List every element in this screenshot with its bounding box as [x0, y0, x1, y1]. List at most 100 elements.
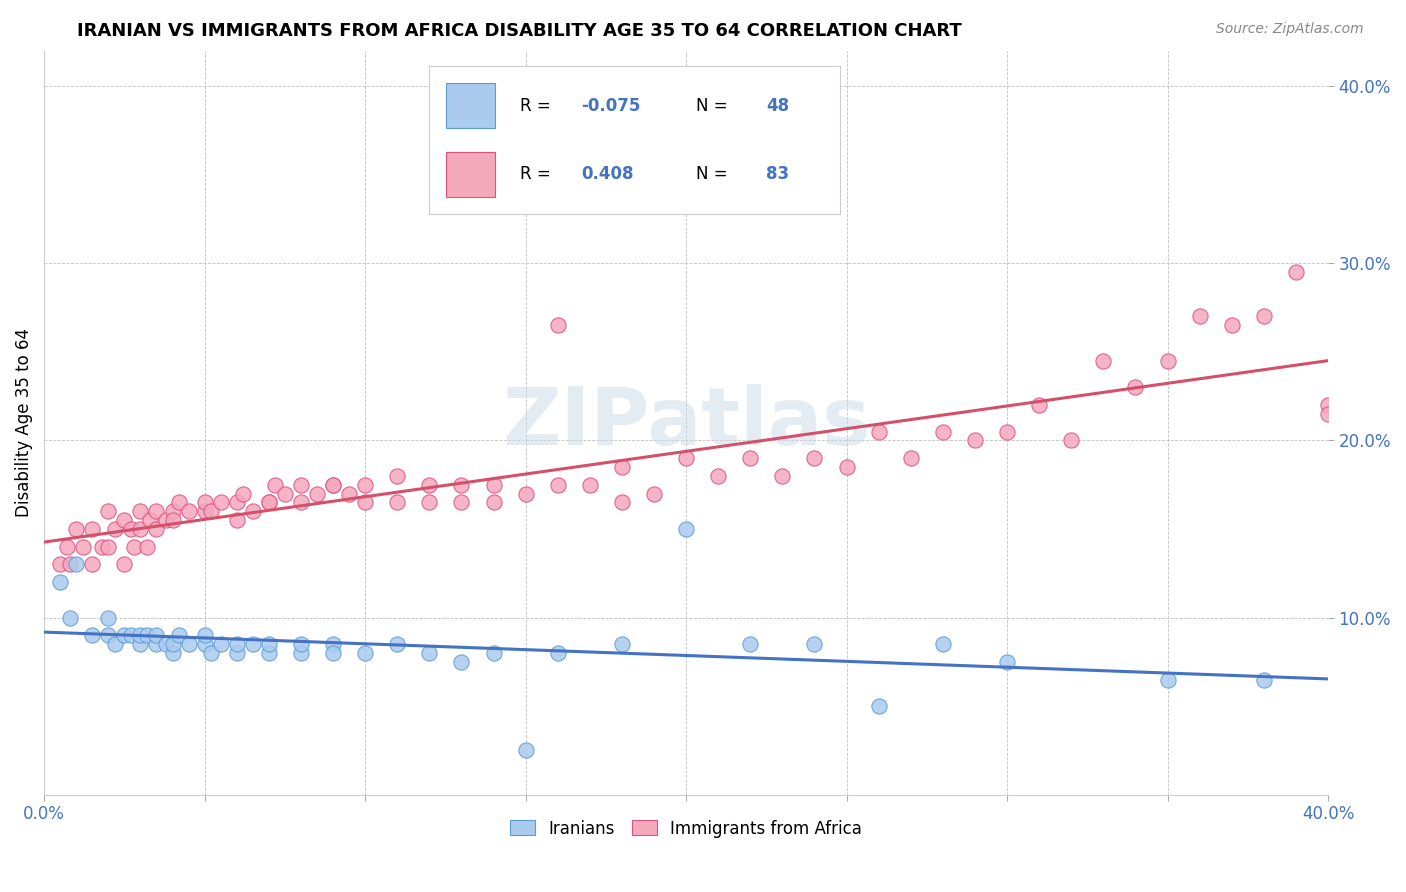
Point	[112, 558, 135, 572]
Point	[264, 477, 287, 491]
Point	[387, 495, 409, 509]
Point	[167, 628, 190, 642]
Point	[1028, 398, 1050, 412]
Point	[578, 477, 600, 491]
Point	[90, 540, 112, 554]
Point	[162, 504, 184, 518]
Point	[418, 495, 440, 509]
Point	[257, 646, 280, 660]
Point	[932, 425, 955, 439]
Point	[257, 495, 280, 509]
Point	[194, 628, 217, 642]
Point	[1125, 380, 1147, 394]
Point	[104, 522, 127, 536]
Point	[72, 540, 94, 554]
Point	[305, 486, 328, 500]
Point	[610, 460, 633, 475]
Point	[482, 495, 505, 509]
Point	[1156, 353, 1178, 368]
Point	[354, 495, 377, 509]
Point	[155, 637, 177, 651]
Point	[1253, 673, 1275, 687]
Point	[322, 477, 344, 491]
Point	[104, 637, 127, 651]
Point	[387, 468, 409, 483]
Point	[1253, 310, 1275, 324]
Point	[482, 477, 505, 491]
Point	[1060, 434, 1083, 448]
Point	[675, 451, 697, 466]
Point	[225, 513, 247, 527]
Point	[97, 628, 120, 642]
Point	[482, 646, 505, 660]
Point	[418, 477, 440, 491]
Y-axis label: Disability Age 35 to 64: Disability Age 35 to 64	[15, 328, 32, 517]
Text: IRANIAN VS IMMIGRANTS FROM AFRICA DISABILITY AGE 35 TO 64 CORRELATION CHART: IRANIAN VS IMMIGRANTS FROM AFRICA DISABI…	[77, 22, 962, 40]
Point	[274, 486, 297, 500]
Point	[868, 425, 890, 439]
Point	[354, 477, 377, 491]
Point	[418, 646, 440, 660]
Point	[82, 522, 104, 536]
Point	[155, 513, 177, 527]
Point	[225, 646, 247, 660]
Point	[145, 628, 167, 642]
Point	[387, 637, 409, 651]
Point	[707, 468, 730, 483]
Point	[740, 637, 762, 651]
Point	[209, 495, 232, 509]
Point	[97, 540, 120, 554]
Point	[803, 451, 825, 466]
Point	[49, 575, 72, 590]
Point	[1285, 265, 1308, 279]
Point	[515, 743, 537, 757]
Point	[167, 495, 190, 509]
Point	[1220, 318, 1243, 333]
Point	[97, 610, 120, 624]
Point	[225, 495, 247, 509]
Point	[242, 637, 264, 651]
Point	[450, 477, 472, 491]
Point	[177, 637, 200, 651]
Point	[290, 637, 312, 651]
Legend: Iranians, Immigrants from Africa: Iranians, Immigrants from Africa	[502, 811, 870, 846]
Point	[835, 460, 858, 475]
Point	[59, 610, 82, 624]
Point	[162, 646, 184, 660]
Point	[643, 486, 665, 500]
Point	[194, 495, 217, 509]
Point	[129, 504, 152, 518]
Point	[257, 495, 280, 509]
Point	[82, 558, 104, 572]
Point	[145, 504, 167, 518]
Point	[129, 522, 152, 536]
Point	[450, 495, 472, 509]
Point	[354, 646, 377, 660]
Point	[868, 699, 890, 714]
Point	[120, 628, 142, 642]
Point	[290, 477, 312, 491]
Point	[547, 477, 569, 491]
Point	[450, 655, 472, 669]
Point	[547, 318, 569, 333]
Point	[145, 637, 167, 651]
Point	[1317, 398, 1340, 412]
Point	[290, 646, 312, 660]
Point	[122, 540, 145, 554]
Point	[162, 513, 184, 527]
Point	[963, 434, 986, 448]
Point	[209, 637, 232, 651]
Point	[120, 522, 142, 536]
Point	[200, 504, 222, 518]
Point	[322, 637, 344, 651]
Point	[932, 637, 955, 651]
Point	[135, 540, 157, 554]
Point	[290, 495, 312, 509]
Point	[1317, 407, 1340, 421]
Point	[803, 637, 825, 651]
Point	[232, 486, 254, 500]
Point	[65, 522, 87, 536]
Point	[610, 637, 633, 651]
Point	[547, 646, 569, 660]
Point	[1156, 673, 1178, 687]
